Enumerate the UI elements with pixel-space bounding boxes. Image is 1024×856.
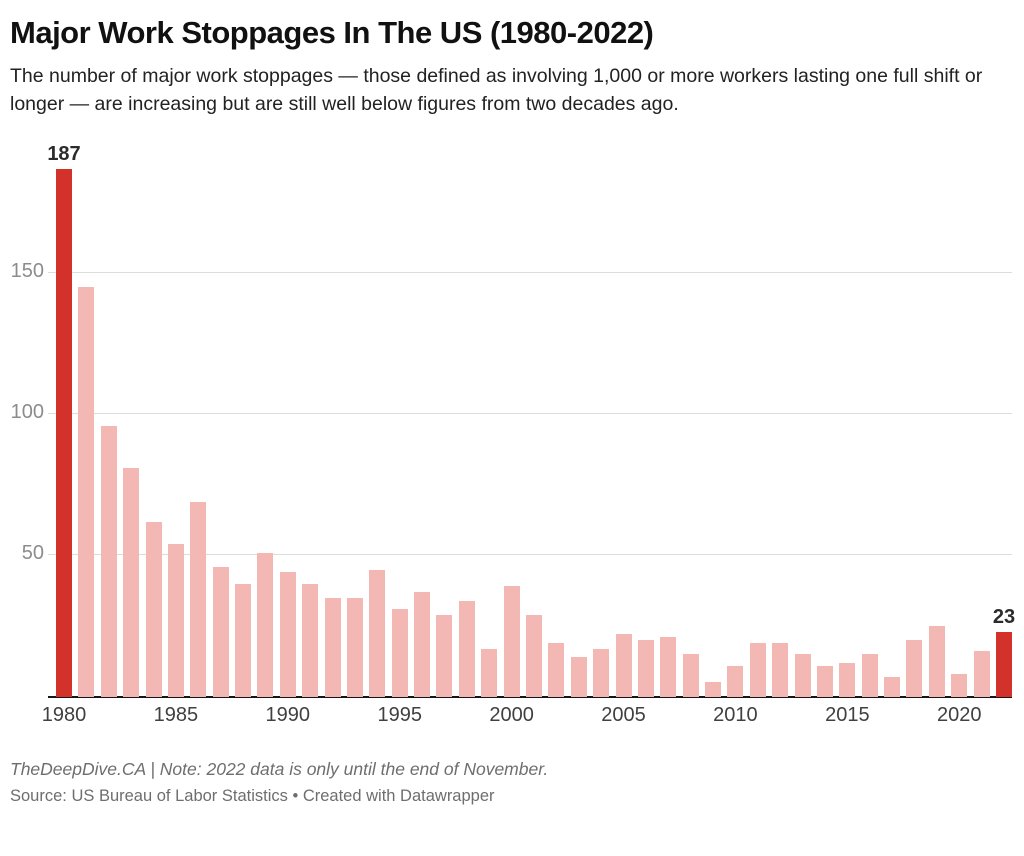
y-axis-tick-label: 50 (21, 542, 44, 565)
x-axis-tick-label: 1995 (377, 703, 422, 726)
bar-2014[interactable] (816, 665, 833, 697)
bar-1998[interactable] (458, 600, 475, 697)
bar-1981[interactable] (78, 287, 95, 697)
bar-2008[interactable] (682, 654, 699, 697)
bar-2019[interactable] (928, 625, 945, 697)
bar-1996[interactable] (414, 592, 431, 697)
bar-value-label-1980: 187 (47, 142, 81, 165)
y-axis-tick-label: 100 (10, 401, 44, 424)
bar-2021[interactable] (973, 651, 990, 697)
bar-1993[interactable] (346, 597, 363, 697)
bar-2004[interactable] (593, 648, 610, 697)
x-axis-tick-label: 2005 (601, 703, 646, 726)
bar-1988[interactable] (235, 583, 252, 697)
bar-2022[interactable]: 23 (993, 607, 1015, 697)
chart-subtitle: The number of major work stoppages — tho… (10, 65, 983, 115)
x-axis-tick-label: 1985 (153, 703, 199, 726)
bar-2018[interactable] (906, 640, 923, 697)
bar-2001[interactable] (526, 614, 542, 697)
bar-2013[interactable] (794, 654, 811, 697)
bar-1992[interactable] (324, 597, 341, 697)
bar-value-label-2022: 23 (992, 605, 1016, 628)
bar-1991[interactable] (302, 583, 319, 697)
bar-1980[interactable]: 187 (47, 144, 81, 697)
x-axis-tick-label: 1990 (265, 703, 311, 726)
x-axis-tick-label: 2000 (489, 703, 534, 726)
bar-chart: 50 100 150 187 23 1980 1985 1990 1995 2000 2005 20… (10, 144, 1016, 735)
bar-2015[interactable] (839, 662, 856, 697)
bar-1989[interactable] (257, 552, 274, 697)
bar-1983[interactable] (123, 467, 140, 697)
bar-1997[interactable] (436, 614, 453, 697)
x-axis-line (48, 695, 1012, 698)
source-attribution: Source: US Bureau of Labor Statistics • … (10, 786, 495, 805)
bar-2006[interactable] (637, 640, 654, 697)
x-axis-tick-label: 2020 (936, 703, 982, 726)
bar-2005[interactable] (615, 634, 632, 697)
gridline-150: 150 (11, 261, 1012, 281)
bar-1990[interactable] (279, 572, 296, 697)
bar-1986[interactable] (190, 501, 207, 697)
bar-1995[interactable] (391, 609, 408, 697)
x-axis: 1980 1985 1990 1995 2000 2005 2010 2015 2020 (42, 697, 1012, 735)
bar-2016[interactable] (861, 654, 878, 697)
bar-2017[interactable] (884, 676, 901, 697)
bar-2007[interactable] (660, 637, 677, 697)
bar-2009[interactable] (705, 682, 722, 697)
bar-2003[interactable] (570, 657, 587, 697)
chart-title: Major Work Stoppages In The US (1980-202… (10, 15, 654, 50)
x-axis-tick-label: 2010 (713, 703, 758, 726)
x-axis-tick-label: 2015 (825, 703, 870, 726)
gridline-100: 100 (11, 402, 1012, 422)
bar-2020[interactable] (951, 673, 968, 697)
byline-note: TheDeepDive.CA | Note: 2022 data is only… (10, 758, 549, 779)
y-axis-tick-label: 150 (10, 260, 44, 283)
bar-1987[interactable] (212, 566, 229, 697)
bar-2000[interactable] (503, 586, 520, 697)
bar-2002[interactable] (548, 642, 565, 697)
bar-2010[interactable] (727, 665, 744, 697)
x-axis-tick-label: 1980 (41, 703, 87, 726)
bar-1999[interactable] (481, 648, 498, 697)
chart-card: Major Work Stoppages In The US (1980-202… (10, 15, 1016, 805)
bar-1982[interactable] (100, 425, 117, 697)
bar-2012[interactable] (772, 642, 789, 697)
bar-1994[interactable] (369, 569, 386, 697)
bar-2011[interactable] (749, 642, 766, 697)
plot-area: 50 100 150 187 23 (11, 144, 1015, 698)
bar-1985[interactable] (167, 544, 184, 697)
gridline-50: 50 (22, 543, 1012, 563)
bar-1984[interactable] (145, 521, 162, 697)
